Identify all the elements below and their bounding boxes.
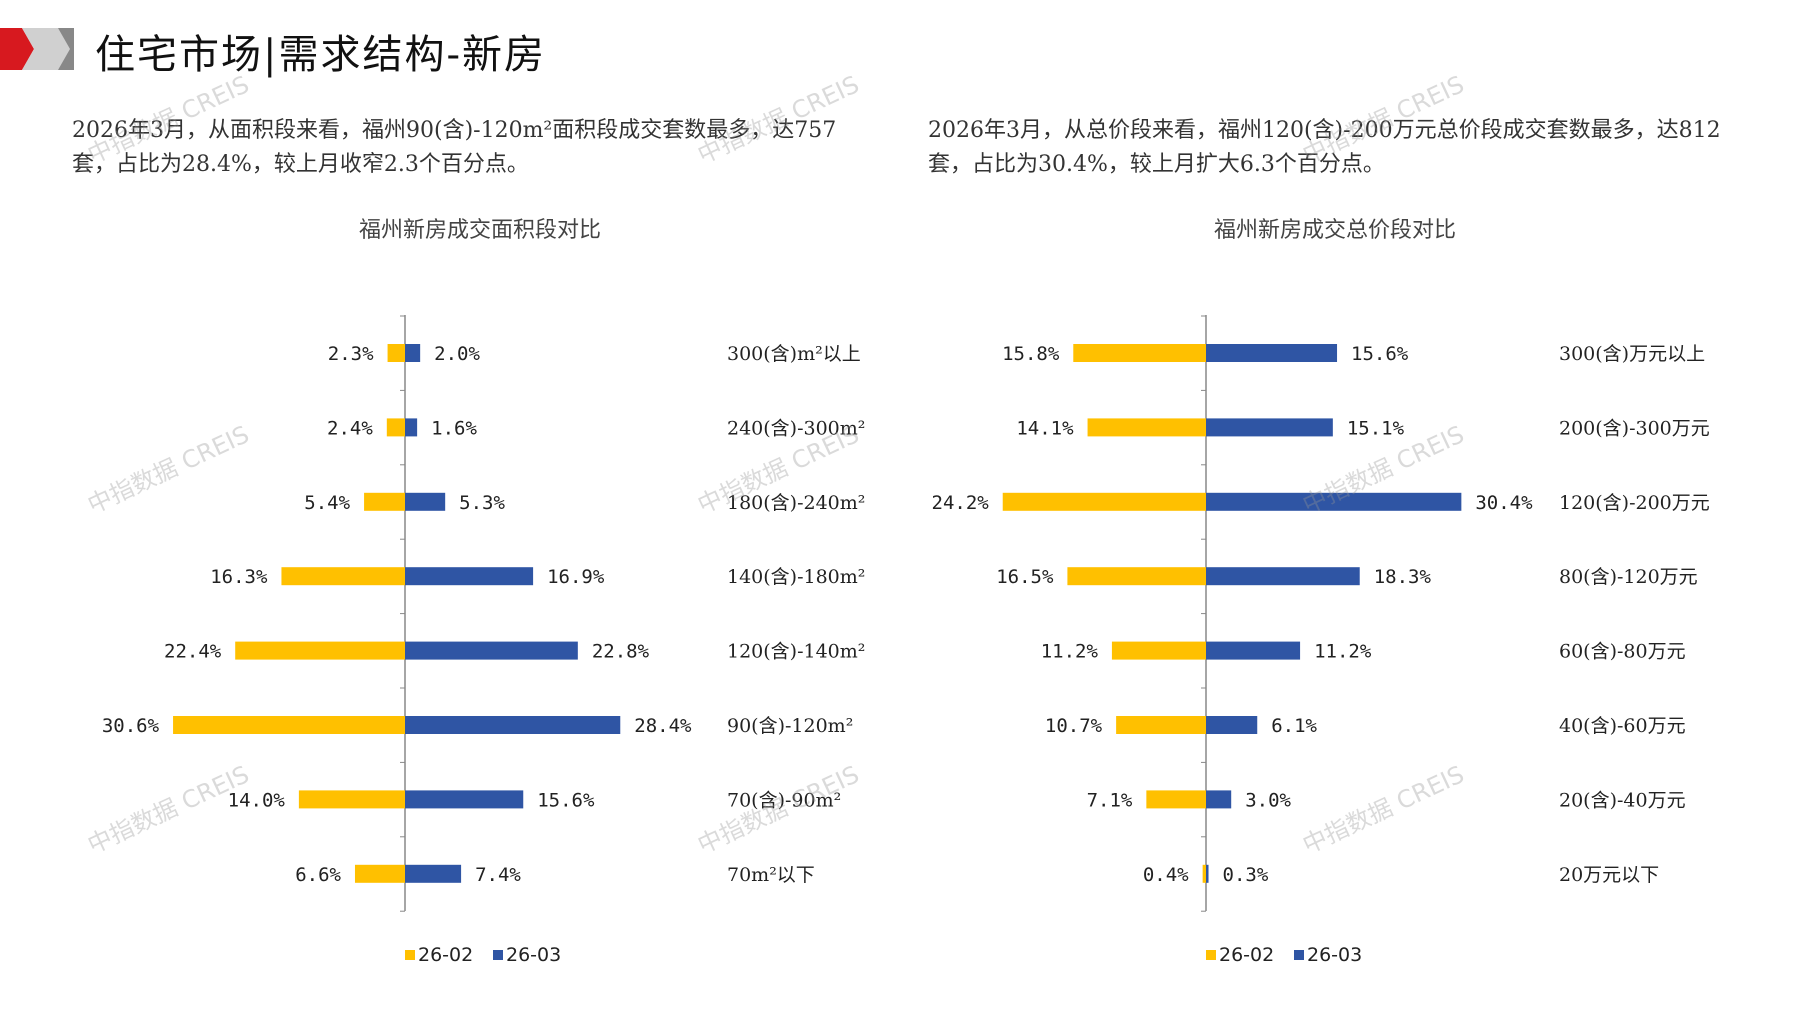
data-label: 15.6%	[537, 789, 595, 811]
legend-label: 26-02	[1219, 944, 1274, 966]
category-label: 120(含)-140m²	[727, 641, 865, 663]
bar-26-03	[405, 790, 524, 809]
bar-26-02	[1067, 567, 1206, 586]
data-label: 0.3%	[1223, 864, 1269, 886]
data-label: 5.4%	[304, 492, 350, 514]
bar-26-03	[405, 864, 462, 883]
legend-label: 26-02	[418, 944, 473, 966]
data-label: 15.1%	[1347, 417, 1405, 439]
legend-swatch	[493, 950, 503, 960]
right-paragraph: 2026年3月，从总价段来看，福州120(含)-200万元总价段成交套数最多，达…	[928, 118, 1721, 177]
data-label: 7.1%	[1087, 789, 1133, 811]
data-label: 30.4%	[1475, 492, 1533, 514]
category-label: 60(含)-80万元	[1559, 641, 1686, 663]
data-label: 5.3%	[459, 492, 505, 514]
bar-26-02	[1002, 492, 1206, 511]
legend-label: 26-03	[1307, 944, 1362, 966]
data-label: 1.6%	[431, 417, 477, 439]
bar-26-03	[405, 418, 418, 437]
data-label: 14.1%	[1016, 417, 1074, 439]
data-label: 18.3%	[1374, 566, 1432, 588]
bar-26-03	[1206, 344, 1338, 362]
bar-26-02	[387, 344, 405, 362]
chart-title-area: 福州新房成交面积段对比	[358, 218, 601, 243]
bar-26-03	[1206, 641, 1301, 660]
data-label: 11.2%	[1041, 641, 1099, 663]
bar-26-03	[405, 492, 446, 511]
category-label: 120(含)-200万元	[1559, 492, 1710, 514]
category-label: 90(含)-120m²	[727, 715, 853, 737]
data-label: 6.6%	[295, 864, 341, 886]
data-label: 24.2%	[932, 492, 990, 514]
data-label: 10.7%	[1045, 715, 1103, 737]
category-label: 80(含)-120万元	[1559, 566, 1698, 588]
data-label: 2.0%	[434, 343, 480, 365]
category-label: 180(含)-240m²	[727, 492, 865, 514]
data-label: 11.2%	[1314, 641, 1372, 663]
category-label: 70(含)-90m²	[727, 789, 841, 811]
data-label: 2.4%	[327, 417, 373, 439]
bar-26-02	[354, 864, 405, 883]
page-title: 住宅市场|需求结构-新房	[95, 32, 546, 78]
chart-title-price: 福州新房成交总价段对比	[1213, 218, 1456, 243]
data-label: 16.5%	[996, 566, 1054, 588]
bar-26-03	[1206, 567, 1360, 586]
data-label: 22.4%	[164, 641, 222, 663]
bar-26-02	[281, 567, 405, 586]
bar-26-02	[386, 418, 405, 437]
legend-swatch	[405, 950, 415, 960]
category-label: 40(含)-60万元	[1559, 715, 1686, 737]
bar-26-02	[173, 716, 405, 734]
data-label: 30.6%	[102, 715, 160, 737]
bar-26-02	[1087, 418, 1206, 437]
bar-26-02	[1202, 864, 1206, 883]
data-label: 15.8%	[1002, 343, 1060, 365]
bar-26-03	[405, 344, 421, 362]
left-paragraph: 2026年3月，从面积段来看，福州90(含)-120m²面积段成交套数最多，达7…	[72, 118, 837, 177]
bar-26-02	[1146, 790, 1206, 809]
bar-26-03	[1206, 790, 1232, 809]
logo-icon	[0, 28, 74, 70]
data-label: 0.4%	[1143, 864, 1189, 886]
data-label: 6.1%	[1271, 715, 1317, 737]
data-label: 22.8%	[592, 641, 650, 663]
data-label: 14.0%	[228, 789, 286, 811]
bar-26-02	[235, 641, 405, 660]
category-label: 300(含)m²以上	[727, 343, 861, 365]
bar-26-03	[1206, 492, 1462, 511]
data-label: 16.9%	[547, 566, 605, 588]
data-label: 2.3%	[328, 343, 374, 365]
data-label: 28.4%	[634, 715, 692, 737]
category-label: 20万元以下	[1559, 864, 1659, 886]
bar-26-03	[1206, 716, 1258, 734]
bar-26-02	[1111, 641, 1206, 660]
category-label: 240(含)-300m²	[727, 417, 865, 439]
category-label: 20(含)-40万元	[1559, 789, 1686, 811]
bar-26-02	[1116, 716, 1206, 734]
data-label: 15.6%	[1351, 343, 1409, 365]
category-label: 300(含)万元以上	[1559, 343, 1705, 365]
data-label: 3.0%	[1245, 789, 1291, 811]
bar-26-03	[1206, 864, 1209, 883]
legend-swatch	[1206, 950, 1216, 960]
bar-26-03	[405, 641, 578, 660]
data-label: 7.4%	[475, 864, 521, 886]
category-label: 140(含)-180m²	[727, 566, 865, 588]
bar-26-02	[298, 790, 405, 809]
legend-swatch	[1294, 950, 1304, 960]
bar-26-03	[405, 567, 534, 586]
category-label: 70m²以下	[727, 864, 815, 886]
legend-label: 26-03	[506, 944, 561, 966]
category-label: 200(含)-300万元	[1559, 417, 1710, 439]
bar-26-02	[1073, 344, 1206, 362]
bar-26-02	[364, 492, 405, 511]
bar-26-03	[405, 716, 621, 734]
data-label: 16.3%	[210, 566, 268, 588]
bar-26-03	[1206, 418, 1333, 437]
